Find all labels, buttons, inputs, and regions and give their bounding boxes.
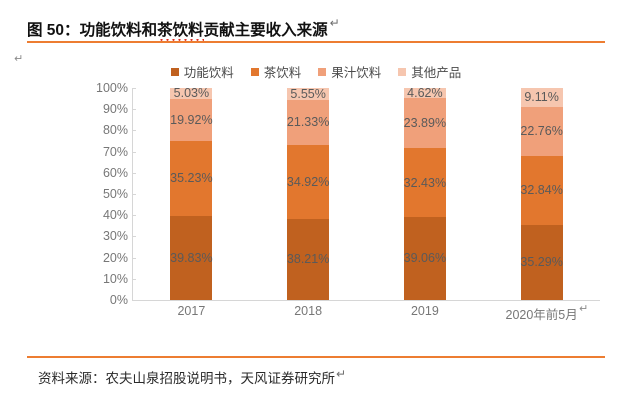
y-axis-tick-mark [132,151,136,153]
bar-segment[interactable]: 9.11% [520,88,563,108]
chart-legend: 功能饮料 茶饮料 果汁饮料 其他产品 [27,62,605,81]
bar-segment[interactable]: 32.43% [403,148,447,218]
bar-segment-label: 34.92% [286,174,330,189]
legend-label: 果汁饮料 [331,66,382,80]
bar-segment-label: 5.55% [290,86,326,101]
y-axis-tick-mark [132,172,136,174]
y-axis-tick-label: 50% [102,187,128,201]
title-segment-misspelled: 茶饮料 [157,18,204,43]
bar-segment-label: 5.03% [173,86,210,101]
bar-segment[interactable]: 19.92% [170,98,213,141]
x-axis-tick-label: 2018 [294,304,323,318]
bar-segment[interactable]: 22.76% [520,107,563,156]
y-axis-tick-mark [132,215,136,217]
bar-segment-label: 39.83% [170,250,213,265]
y-axis-tick-mark [132,278,136,280]
bar-segment-label: 32.84% [520,183,563,198]
bar-segment[interactable]: 38.21% [287,219,329,300]
x-axis-line [132,300,600,301]
y-axis-tick-mark [132,194,136,195]
legend-swatch-icon [250,67,259,76]
x-axis-paragraph-mark-icon: ↵ [579,302,589,315]
bar-segment[interactable]: 21.33% [286,99,330,145]
bar-segment[interactable]: 4.62% [403,85,446,100]
bar-segment[interactable]: 23.89% [403,97,447,149]
bar-segment-label: 35.29% [520,255,563,270]
bar-segment[interactable]: 5.55% [287,86,330,101]
figure-number: 图 50： [27,22,80,39]
legend-item[interactable]: 功能饮料 [170,62,234,81]
paragraph-mark-icon: ↵ [329,16,340,30]
bar-segment-label: 23.89% [403,115,447,130]
title-segment-1: 功能饮料和 [79,22,158,39]
stacked-bar-chart: 功能饮料 茶饮料 果汁饮料 其他产品 0% 10% 20% 30% 40% 50% 60% 70% 8… [27,48,605,348]
bar-segment[interactable]: 5.03% [170,86,213,101]
y-axis-tick-label: 80% [102,123,128,138]
title-divider [27,41,605,43]
bar-column[interactable]: 5.55% 21.33% 34.92% 38.21% [287,88,329,300]
bar-segment-label: 35.23% [170,170,213,185]
y-axis-tick-label: 20% [102,250,128,265]
legend-item[interactable]: 果汁饮料 [318,62,381,81]
source-text: 资料来源：农夫山泉招股说明书，天风证券研究所 [38,371,335,386]
y-axis-tick-mark [132,130,136,132]
y-axis-tick-label: 70% [102,144,128,159]
title-segment-2: 贡献主要收入来源 [203,22,328,39]
y-axis-tick-label: 100% [96,81,128,95]
y-axis-tick-mark [132,236,136,238]
bar-segment-label: 22.76% [520,124,563,139]
bar-segment-label: 9.11% [524,90,559,105]
bar-column[interactable]: 9.11% 22.76% 32.84% 35.29% [520,88,563,300]
plot-area: 0% 10% 20% 30% 40% 50% 60% 70% 80% 90% 100% 5.03% 1… [27,81,605,322]
bar-segment-label: 38.21% [286,252,330,267]
x-axis: 2017 2018 2019 2020年前5月 [133,304,600,324]
bar-column[interactable]: 4.62% 23.89% 32.43% 39.06% [403,85,447,300]
bar-segment-label: 39.06% [403,251,447,266]
y-axis: 0% 10% 20% 30% 40% 50% 60% 70% 80% 90% 100% [85,81,131,307]
legend-label: 其他产品 [411,66,462,80]
x-axis-tick-label: 2019 [410,304,439,318]
bar-segment[interactable]: 34.92% [286,144,330,219]
bar-segment[interactable]: 39.06% [404,217,446,300]
bar-segment[interactable]: 35.29% [520,225,563,300]
bar-segment[interactable]: 39.83% [170,215,213,300]
bar-segment-label: 19.92% [170,112,213,127]
legend-item[interactable]: 茶饮料 [250,62,302,81]
bar-segment[interactable]: 32.84% [520,155,563,226]
y-axis-tick-label: 10% [102,271,128,286]
source-divider [27,356,605,358]
y-axis-tick-mark [132,257,136,259]
x-axis-tick-label: 2020年前5月 [505,308,578,322]
bar-series-container: 5.03% 19.92% 35.23% 39.83% 5.55% 21.33% 34.92%… [133,85,600,300]
bar-segment[interactable]: 35.23% [170,140,213,216]
legend-label: 茶饮料 [263,66,302,80]
legend-swatch-icon [398,67,407,76]
y-axis-tick-label: 0% [109,293,128,307]
bar-column[interactable]: 5.03% 19.92% 35.23% 39.83% [170,86,213,300]
bar-segment-label: 4.62% [407,85,443,100]
source-paragraph-mark-icon: ↵ [336,367,347,381]
page-title: 功能饮料和茶饮料贡献主要收入来源 [79,18,328,43]
legend-swatch-icon [170,67,179,76]
bar-segment-label: 32.43% [403,175,447,190]
y-axis-tick-mark [132,109,136,111]
y-axis-tick-label: 90% [102,102,128,117]
y-axis-tick-label: 40% [102,208,128,223]
left-paragraph-mark-icon: ↵ [14,52,24,65]
legend-label: 功能饮料 [183,66,234,80]
y-axis-tick-mark [132,88,136,89]
y-axis-tick-label: 60% [102,165,128,180]
x-axis-tick-label: 2017 [177,304,206,318]
legend-item[interactable]: 其他产品 [398,62,461,81]
source-note: 资料来源：农夫山泉招股说明书，天风证券研究所 ↵ [38,367,346,387]
y-axis-tick-label: 30% [102,229,128,244]
legend-swatch-icon [318,67,327,76]
bar-segment-label: 21.33% [286,115,330,130]
figure-title-row: 图 50： 功能饮料和茶饮料贡献主要收入来源 ↵ [27,14,605,44]
